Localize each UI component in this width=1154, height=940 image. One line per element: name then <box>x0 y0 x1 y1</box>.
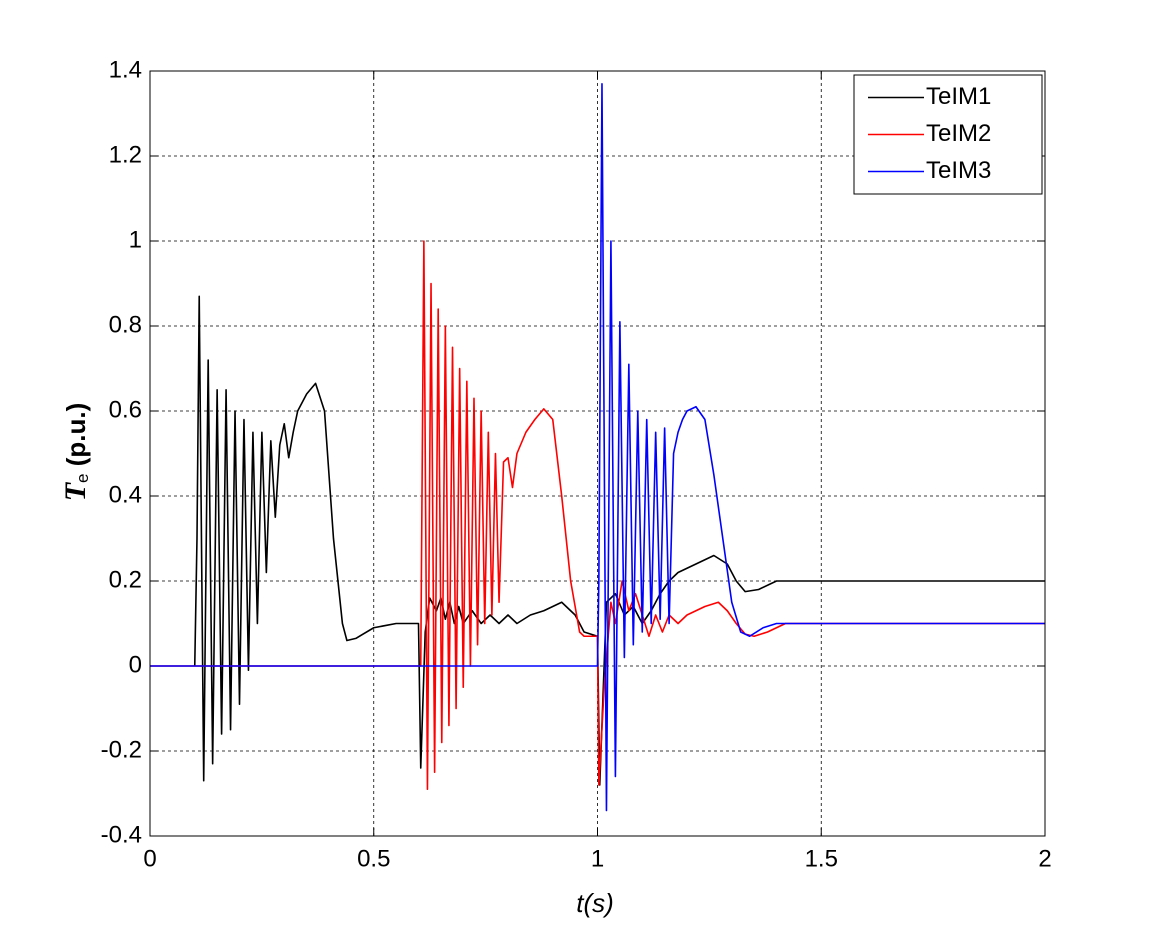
x-tick-label: 0.5 <box>357 845 390 872</box>
y-tick-label: -0.4 <box>101 821 142 848</box>
x-tick-label: 2 <box>1038 845 1051 872</box>
legend-label: TeIM1 <box>926 83 991 110</box>
legend-label: TeIM2 <box>926 120 991 147</box>
y-tick-label: 0.8 <box>109 311 142 338</box>
legend: TeIM1 TeIM2 TeIM3 <box>853 74 1043 195</box>
y-tick-label: 0.2 <box>109 566 142 593</box>
y-tick-label: 1.4 <box>109 56 142 83</box>
x-axis-label: t(s) <box>576 888 614 918</box>
y-label-sub: e <box>73 473 92 482</box>
y-tick-label: 0.4 <box>109 481 142 508</box>
y-tick-label: 1.2 <box>109 141 142 168</box>
y-tick-label: 0.6 <box>109 396 142 423</box>
y-label-main: T <box>59 481 92 501</box>
y-tick-label: -0.2 <box>101 736 142 763</box>
x-tick-label: 1.5 <box>805 845 838 872</box>
legend-label: TeIM3 <box>926 157 991 184</box>
y-axis-label: Te (p.u.) <box>59 403 93 502</box>
x-tick-label: 0 <box>143 845 156 872</box>
x-tick-label: 1 <box>591 845 604 872</box>
series-line <box>150 240 1045 791</box>
series-line <box>150 82 1045 812</box>
y-tick-label: 0 <box>129 651 142 678</box>
axes-frame <box>149 70 1046 837</box>
y-tick-label: 1 <box>129 226 142 253</box>
y-label-rest: (p.u.) <box>61 403 91 474</box>
